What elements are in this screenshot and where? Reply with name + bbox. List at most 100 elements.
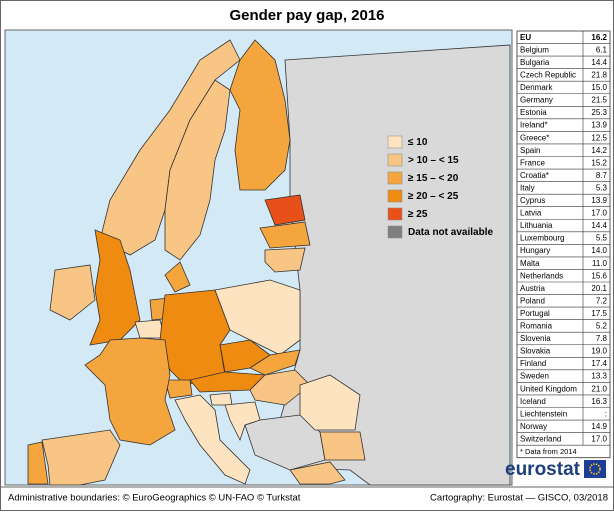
footer-right: Cartography: Eurostat — GISCO, 03/2018 — [430, 493, 608, 504]
gap-value: 14.9 — [591, 422, 607, 431]
switzerland — [164, 379, 193, 399]
gap-value: 5.5 — [596, 234, 608, 243]
country-name: Croatia* — [520, 171, 549, 180]
gap-value: : — [605, 409, 607, 418]
country-name: Romania — [520, 322, 553, 331]
gap-value: 21.0 — [591, 384, 607, 393]
gap-value: 13.3 — [591, 372, 607, 381]
bulgaria — [319, 431, 366, 461]
country-name: Belgium — [520, 45, 549, 54]
country-name: Sweden — [520, 372, 549, 381]
country-name: Cyprus — [520, 196, 545, 205]
country-name: Iceland — [520, 397, 546, 406]
legend-swatch — [387, 189, 403, 203]
gap-value: 15.6 — [591, 271, 607, 280]
legend-swatch — [387, 225, 403, 239]
gap-value: 13.9 — [591, 121, 607, 130]
lithuania — [264, 247, 306, 273]
country-name: Hungary — [520, 246, 550, 255]
gap-value: 11.0 — [592, 259, 608, 268]
greece — [289, 461, 346, 485]
country-name: Estonia — [520, 108, 547, 117]
legend-label: Data not available — [408, 227, 493, 238]
country-name: EU — [520, 33, 531, 42]
country-name: Spain — [520, 146, 540, 155]
country-name: Bulgaria — [520, 58, 550, 67]
gap-value: 5.2 — [596, 322, 608, 331]
data-table: EU 16.2 Belgium 6.1 Bulgaria 14.4 Czech Republ… — [516, 30, 611, 459]
country-name: Italy — [520, 183, 535, 192]
spain — [41, 429, 121, 486]
country-name: Finland — [520, 359, 546, 368]
legend-swatch — [387, 153, 403, 167]
poland — [214, 279, 301, 356]
country-name: Greece* — [520, 133, 549, 142]
legend-label: ≥ 20 – < 25 — [408, 191, 459, 202]
ireland — [49, 264, 96, 321]
gap-value: 5.3 — [596, 183, 608, 192]
country-name: Netherlands — [520, 271, 563, 280]
country-name: Ireland* — [520, 121, 548, 130]
gap-value: 17.0 — [591, 434, 607, 443]
gap-value: 21.5 — [591, 96, 607, 105]
logo-text: eurostat — [505, 459, 581, 480]
slovakia — [249, 349, 301, 376]
gap-value: 6.1 — [596, 45, 608, 54]
eu-stars — [589, 463, 601, 475]
table-note: * Data from 2014 — [520, 447, 577, 456]
country-name: Poland — [520, 296, 545, 305]
croatia — [224, 401, 261, 442]
italy — [174, 394, 251, 485]
gap-value: 8.7 — [596, 171, 608, 180]
country-name: Denmark — [520, 83, 553, 92]
gap-value: 7.2 — [596, 296, 608, 305]
country-name: Austria — [520, 284, 545, 293]
gap-value: 25.3 — [591, 108, 607, 117]
legend-label: ≥ 15 – < 20 — [408, 173, 459, 184]
gap-value: 17.4 — [591, 359, 607, 368]
country-name: Slovenia — [520, 334, 551, 343]
legend-label: > 10 – < 15 — [408, 155, 459, 166]
gap-value: 19.0 — [591, 347, 607, 356]
country-name: Liechtenstein — [520, 409, 567, 418]
gap-value: 17.0 — [591, 209, 607, 218]
gap-value: 13.9 — [591, 196, 607, 205]
country-name: Luxembourg — [520, 234, 564, 243]
gap-value: 12.5 — [591, 133, 607, 142]
finland — [229, 39, 291, 191]
legend-label: ≥ 25 — [408, 209, 428, 220]
country-name: Switzerland — [520, 434, 561, 443]
sweden — [164, 79, 231, 261]
country-name: Malta — [520, 259, 540, 268]
gap-value: 15.2 — [591, 158, 607, 167]
gap-value: 17.5 — [591, 309, 607, 318]
gap-value: 16.3 — [591, 397, 607, 406]
united-kingdom — [89, 229, 141, 346]
country-name: Norway — [520, 422, 547, 431]
logo: eurostat — [505, 459, 606, 480]
legend-label: ≤ 10 — [408, 137, 428, 148]
country-name: Lithuania — [520, 221, 553, 230]
gap-value: 14.4 — [591, 221, 607, 230]
estonia — [264, 194, 306, 226]
country-name: France — [520, 158, 545, 167]
map — [4, 29, 513, 486]
country-name: Slovakia — [520, 347, 551, 356]
germany — [159, 289, 231, 386]
eu-flag — [584, 460, 606, 478]
legend: ≤ 10 > 10 – < 15 ≥ 15 – < 20 ≥ 20 – < 25 ≥ 2… — [387, 135, 493, 239]
map-title: Gender pay gap, 2016 — [229, 7, 384, 24]
gap-value: 14.4 — [591, 58, 607, 67]
gap-value: 7.8 — [596, 334, 608, 343]
gap-value: 14.0 — [591, 246, 607, 255]
latvia — [259, 221, 311, 249]
gap-value: 20.1 — [591, 284, 607, 293]
country-name: Czech Republic — [520, 71, 576, 80]
denmark — [164, 261, 191, 293]
country-name: Latvia — [520, 209, 542, 218]
portugal — [27, 441, 49, 485]
france — [84, 337, 176, 446]
country-name: United Kingdom — [520, 384, 577, 393]
